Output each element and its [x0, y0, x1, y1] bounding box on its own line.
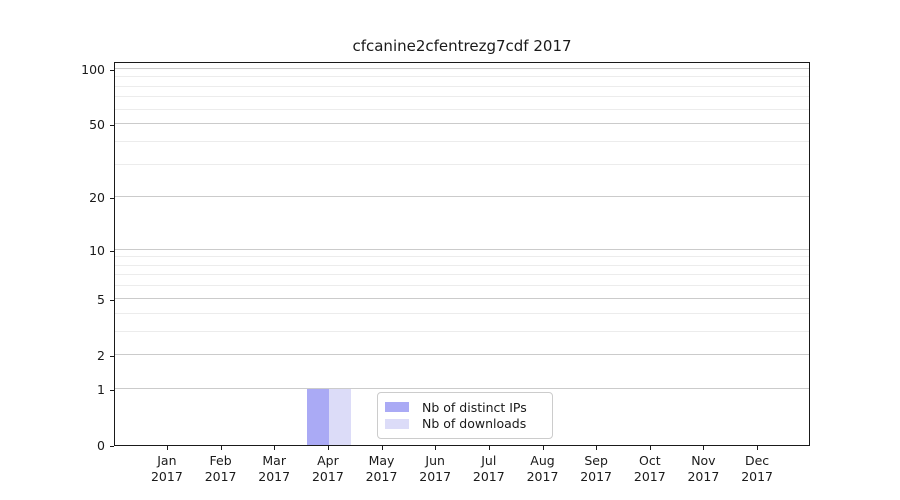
- gridline: [115, 331, 809, 332]
- gridline: [115, 85, 809, 87]
- chart-title: cfcanine2cfentrezg7cdf 2017: [352, 37, 572, 55]
- x-tick-label: Nov 2017: [687, 453, 719, 485]
- x-tick-month: Feb: [209, 453, 232, 468]
- x-tick-label: Apr 2017: [312, 453, 344, 485]
- x-tick-label: Sep 2017: [580, 453, 612, 485]
- x-tick-year: 2017: [741, 469, 773, 484]
- x-tick-month: May: [368, 453, 395, 468]
- gridline: [115, 274, 809, 276]
- legend-swatch-downloads: [385, 418, 409, 429]
- x-tick-mark: [596, 446, 598, 450]
- x-tick-mark: [542, 446, 544, 450]
- legend-swatch-distinct-ips: [385, 402, 409, 413]
- legend: Nb of distinct IPs Nb of downloads: [377, 392, 553, 439]
- x-tick-label: Jan 2017: [151, 453, 183, 485]
- x-tick-label: May 2017: [366, 453, 398, 485]
- x-tick-label: Oct 2017: [634, 453, 666, 485]
- y-tick-label: 20: [89, 189, 105, 205]
- y-tick-label: 0: [97, 438, 105, 453]
- legend-label-downloads: Nb of downloads: [422, 416, 527, 432]
- x-tick-year: 2017: [687, 469, 720, 484]
- x-tick-mark: [757, 446, 759, 450]
- gridline: [115, 195, 809, 197]
- x-tick-label: Mar 2017: [258, 453, 290, 485]
- y-tick-mark: [110, 389, 114, 391]
- x-tick-month: Mar: [262, 453, 286, 468]
- x-tick-month: Aug: [530, 453, 555, 468]
- x-tick-mark: [488, 446, 490, 450]
- gridline: [115, 312, 809, 314]
- gridline: [115, 248, 809, 250]
- gridline: [115, 164, 809, 165]
- y-tick-label: 1: [97, 381, 105, 397]
- x-tick-year: 2017: [472, 469, 505, 484]
- legend-label-distinct-ips: Nb of distinct IPs: [422, 399, 527, 415]
- y-tick-label: 50: [89, 117, 105, 133]
- legend-item-distinct-ips: Nb of distinct IPs: [385, 400, 544, 415]
- y-tick-mark: [110, 446, 114, 447]
- y-tick-label: 10: [89, 242, 105, 258]
- x-tick-label: Jun 2017: [419, 453, 451, 485]
- x-tick-month: Jan: [157, 453, 177, 468]
- x-tick-year: 2017: [311, 469, 344, 484]
- x-tick-month: Jul: [481, 453, 497, 468]
- x-tick-year: 2017: [419, 469, 452, 484]
- x-tick-month: Sep: [584, 453, 608, 468]
- x-tick-year: 2017: [580, 469, 612, 484]
- x-tick-month: Dec: [744, 453, 770, 468]
- x-tick-year: 2017: [150, 469, 183, 484]
- x-tick-month: Apr: [317, 453, 339, 468]
- gridline: [115, 141, 809, 143]
- gridline: [115, 76, 809, 78]
- plot-area: Nb of distinct IPs Nb of downloads: [114, 62, 810, 446]
- x-tick-mark: [649, 446, 651, 450]
- x-tick-month: Jun: [425, 453, 445, 468]
- gridline: [115, 354, 809, 356]
- bar-nb-of-downloads: [328, 388, 351, 445]
- bar-nb-of-distinct-ips: [306, 388, 329, 445]
- y-tick-label: 100: [81, 61, 105, 77]
- gridline: [115, 297, 809, 299]
- y-tick-mark: [110, 197, 114, 199]
- x-tick-month: Oct: [638, 453, 661, 468]
- gridline: [115, 67, 809, 69]
- y-tick-mark: [110, 250, 114, 252]
- gridline: [115, 123, 809, 125]
- x-tick-year: 2017: [526, 469, 559, 484]
- x-tick-year: 2017: [365, 469, 398, 484]
- y-tick-label: 2: [97, 348, 105, 364]
- x-tick-year: 2017: [258, 469, 291, 484]
- gridline: [115, 264, 809, 266]
- x-tick-year: 2017: [204, 469, 237, 484]
- y-tick-mark: [110, 69, 114, 71]
- x-tick-month: Nov: [691, 453, 716, 468]
- gridline: [115, 108, 809, 110]
- x-tick-label: Jul 2017: [473, 453, 505, 485]
- x-tick-label: Dec 2017: [741, 453, 773, 485]
- x-tick-label: Feb 2017: [205, 453, 237, 485]
- x-tick-mark: [703, 446, 705, 450]
- x-tick-label: Aug 2017: [527, 453, 559, 485]
- y-tick-mark: [110, 125, 114, 127]
- x-tick-year: 2017: [633, 469, 666, 484]
- gridline: [115, 96, 809, 98]
- gridline: [115, 387, 809, 389]
- x-tick-mark: [274, 446, 276, 450]
- gridline: [115, 285, 809, 287]
- x-tick-mark: [220, 446, 222, 450]
- legend-item-downloads: Nb of downloads: [385, 416, 544, 431]
- gridline: [115, 256, 809, 258]
- y-tick-mark: [110, 299, 114, 301]
- x-tick-mark: [435, 446, 437, 450]
- x-tick-mark: [381, 446, 383, 450]
- y-tick-mark: [110, 356, 114, 358]
- x-tick-mark: [166, 446, 168, 450]
- y-tick-label: 5: [97, 291, 105, 307]
- x-tick-mark: [327, 446, 329, 450]
